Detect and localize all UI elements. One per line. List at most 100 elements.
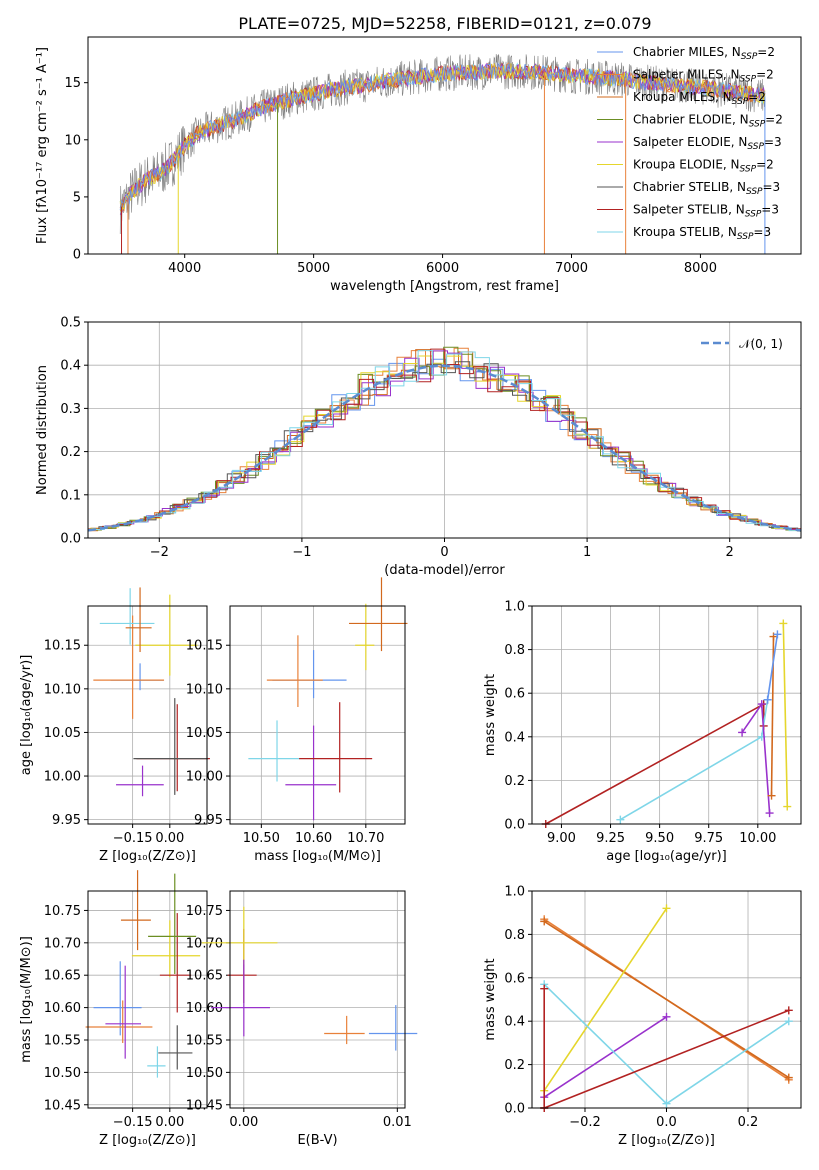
age-vs-mass-ytick-label: 10.10 [186, 682, 223, 697]
legend-label: Chabrier STELIB, NSSP=3 [633, 180, 780, 197]
legend-label: Kroupa STELIB, NSSP=3 [633, 225, 771, 242]
residuals-ytick-label: 0.4 [60, 359, 81, 374]
age-vs-mass-ytick-label: 10.15 [186, 639, 223, 654]
massweight-vs-age-xtick-label: 9.50 [645, 831, 674, 846]
mass-vs-Z-ytick-label: 10.75 [44, 904, 81, 919]
massweight-vs-Z-ytick-label: 0.2 [504, 1058, 525, 1073]
mass-vs-ebv-ytick-label: 10.70 [186, 936, 223, 951]
massweight-vs-Z-xtick-label: 0.2 [738, 1115, 759, 1130]
massweight-vs-age-marker [616, 815, 625, 824]
mass-vs-Z-ytick-label: 10.45 [44, 1098, 81, 1113]
massweight-vs-age-frame [531, 605, 802, 825]
spectrum-xtick-label: 5000 [297, 261, 330, 276]
age-vs-Z-xlabel: Z [log₁₀(Z/Z⊙)] [99, 849, 196, 864]
mass-vs-Z-frame [87, 890, 208, 1109]
spectrum-ytick-label: 15 [64, 76, 81, 91]
mass-vs-Z-xtick-label: 0.00 [155, 1115, 184, 1130]
mass-vs-ebv-ytick-label: 10.50 [186, 1066, 223, 1081]
mass-vs-ebv-axes: 0.00 0.01 10.45 10.50 10.55 10.60 10.65 10.70 10… [186, 891, 418, 1148]
massweight-vs-Z-marker [662, 1012, 671, 1021]
mass-vs-ebv-ytick-label: 10.55 [186, 1033, 223, 1048]
massweight-vs-age-marker [763, 695, 772, 704]
massweight-vs-age-xlabel: age [log₁₀(age/yr)] [606, 849, 727, 864]
massweight-vs-age-series-line [619, 699, 769, 821]
spectrum-xtick-label: 6000 [426, 261, 459, 276]
massweight-vs-Z-series-line [543, 907, 668, 1092]
age-vs-Z-ytick-label: 10.00 [44, 770, 81, 785]
spectrum-frame [87, 36, 802, 255]
mass-vs-ebv-ytick-label: 10.60 [186, 1001, 223, 1016]
spectrum-model-line [119, 62, 766, 210]
mass-vs-Z-ytick-label: 10.50 [44, 1066, 81, 1081]
residuals-xlabel: (data-model)/error [384, 563, 505, 578]
residual-histogram [90, 350, 801, 532]
mass-vs-Z-ytick-label: 10.65 [44, 969, 81, 984]
massweight-vs-age-xtick-label: 9.00 [547, 831, 576, 846]
massweight-vs-Z-ytick-label: 0.0 [504, 1102, 525, 1117]
residuals-ytick-label: 0.5 [60, 316, 81, 331]
normal-curve [87, 364, 802, 532]
spectrum-xtick-label: 8000 [684, 261, 717, 276]
residuals-xtick-label: 2 [726, 545, 734, 560]
massweight-vs-age-series-line [782, 623, 789, 807]
age-vs-mass-xtick-label: 10.50 [243, 831, 280, 846]
mass-vs-Z-axes: −0.15 0.00 10.45 10.50 10.55 10.60 10.65 10.70 1… [19, 870, 207, 1148]
residuals-xtick-label: −2 [150, 545, 169, 560]
massweight-vs-age-xtick-label: 9.25 [596, 831, 625, 846]
mass-vs-ebv-ytick-label: 10.75 [186, 904, 223, 919]
mass-vs-ebv-xtick-label: 0.00 [229, 1115, 258, 1130]
age-vs-mass-xtick-label: 10.60 [295, 831, 332, 846]
massweight-vs-age-xtick-label: 9.75 [694, 831, 723, 846]
age-vs-Z-ytick-label: 10.10 [44, 682, 81, 697]
spectrum-ytick-label: 5 [73, 190, 81, 205]
residuals-ytick-label: 0.2 [60, 445, 81, 460]
massweight-vs-Z-xtick-label: 0.0 [656, 1115, 677, 1130]
age-vs-Z-ylabel: age [log₁₀(age/yr)] [19, 655, 34, 776]
spectrum-ytick-label: 10 [64, 133, 81, 148]
mass-vs-Z-ytick-label: 10.70 [44, 936, 81, 951]
massweight-vs-Z-series-line [543, 1016, 667, 1098]
age-vs-mass-axes: 10.50 10.60 10.70 9.95 10.00 10.05 10.10 10.15 m… [186, 577, 408, 864]
age-vs-Z-ytick-label: 10.05 [44, 726, 81, 741]
age-vs-mass-ytick-label: 9.95 [194, 813, 223, 828]
massweight-vs-Z-marker [784, 1017, 793, 1026]
massweight-vs-age-marker [783, 802, 792, 811]
massweight-vs-Z-ylabel: mass weight [483, 958, 498, 1040]
massweight-vs-age-marker [767, 791, 776, 800]
residuals-frame [87, 321, 802, 539]
mass-vs-Z-ytick-label: 10.60 [44, 1001, 81, 1016]
massweight-vs-Z-marker [540, 984, 549, 993]
massweight-vs-Z-ytick-label: 1.0 [504, 885, 525, 900]
massweight-vs-age-ytick-label: 1.0 [504, 600, 525, 615]
residuals-ytick-label: 0.0 [60, 532, 81, 547]
mass-vs-ebv-xtick-label: 0.01 [383, 1115, 412, 1130]
massweight-vs-age-ylabel: mass weight [483, 674, 498, 756]
massweight-vs-Z-ytick-label: 0.4 [504, 1015, 525, 1030]
mass-vs-Z-xtick-label: −0.15 [113, 1115, 153, 1130]
mass-vs-Z-ylabel: mass [log₁₀(M/M⊙)] [19, 936, 34, 1063]
age-vs-Z-frame [87, 605, 208, 825]
age-vs-Z-xtick-label: −0.15 [113, 831, 153, 846]
legend-label: Chabrier ELODIE, NSSP=2 [633, 113, 783, 130]
spectrum-xtick-label: 4000 [168, 261, 201, 276]
age-vs-mass-xlabel: mass [log₁₀(M/M⊙)] [254, 849, 381, 864]
residuals-ylabel: Normed distribution [35, 365, 50, 495]
spectrum-ytick-label: 0 [73, 248, 81, 263]
massweight-vs-Z-marker [784, 1073, 793, 1082]
massweight-vs-Z-series-line [543, 1009, 790, 1109]
spectrum-xtick-label: 7000 [555, 261, 588, 276]
residuals-axes: −2 −1 0 1 2 0.0 0.1 0.2 0.3 0.4 0.5 (data-model)/er… [35, 316, 802, 578]
massweight-vs-age-ytick-label: 0.0 [504, 818, 525, 833]
legend-label: Kroupa ELODIE, NSSP=2 [633, 158, 774, 175]
age-vs-mass-ytick-label: 10.00 [186, 770, 223, 785]
legend-label: Chabrier MILES, NSSP=2 [633, 45, 775, 62]
legend-label: 𝒩(0, 1) [739, 337, 783, 351]
spectrum-axes: 4000 5000 6000 7000 8000 0 5 10 15 wavelength [An… [35, 45, 783, 294]
mass-vs-ebv-xlabel: E(B-V) [297, 1133, 337, 1148]
mass-vs-ebv-ytick-label: 10.45 [186, 1098, 223, 1113]
massweight-vs-age-marker [738, 728, 747, 737]
legend-label: Salpeter STELIB, NSSP=3 [633, 203, 779, 220]
massweight-vs-age-series-line [766, 634, 779, 700]
spectrum-ylabel: Flux [fλ10⁻¹⁷ erg cm⁻² s⁻¹ A⁻¹] [35, 47, 50, 244]
